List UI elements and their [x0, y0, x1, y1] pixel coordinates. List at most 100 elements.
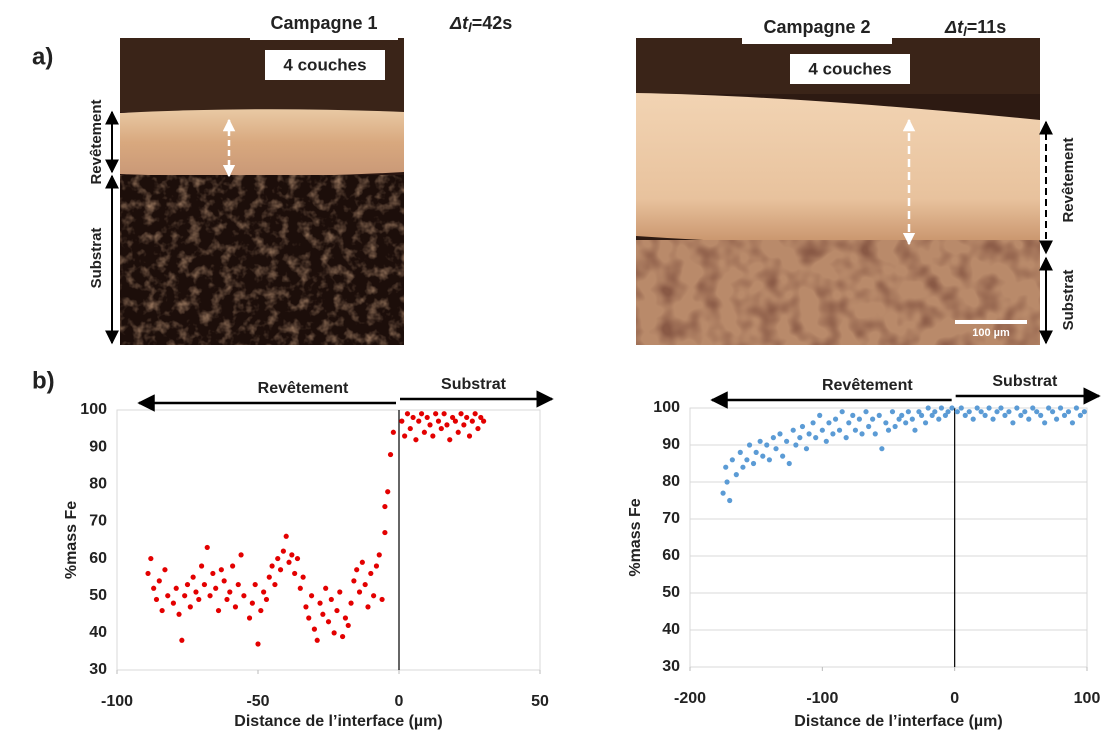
data-point — [387, 451, 394, 458]
data-point — [444, 422, 450, 428]
data-point — [263, 596, 270, 603]
data-point — [994, 409, 1000, 415]
data-point — [354, 567, 360, 573]
y-tick-label: 30 — [662, 658, 680, 675]
data-point — [780, 453, 786, 459]
data-point — [280, 548, 286, 554]
data-point — [954, 409, 960, 415]
data-point — [889, 409, 896, 415]
data-point — [184, 581, 191, 588]
data-point — [218, 567, 224, 573]
data-point — [438, 425, 444, 432]
annotation: Revêtement — [822, 377, 913, 394]
x-tick-label: -50 — [246, 693, 269, 710]
data-point — [173, 585, 179, 591]
data-point — [230, 563, 236, 569]
data-point — [799, 423, 806, 430]
y-tick-label: 100 — [80, 401, 107, 418]
micrograph-title: Campagne 1 — [270, 13, 377, 33]
data-point — [1034, 409, 1040, 415]
data-point — [729, 457, 735, 463]
data-point — [832, 416, 839, 422]
data-point — [899, 412, 905, 418]
y-tick-label: 30 — [89, 661, 107, 678]
data-point — [945, 409, 951, 415]
coating-label: Revêtement — [88, 99, 105, 184]
data-point — [740, 464, 746, 470]
data-point — [1053, 416, 1060, 422]
data-point — [982, 412, 988, 418]
data-point — [1065, 409, 1072, 415]
data-point — [986, 405, 992, 411]
panel-label: b) — [32, 367, 55, 394]
data-point — [342, 615, 349, 621]
data-point — [424, 414, 430, 421]
data-point — [1014, 405, 1020, 411]
data-point — [382, 503, 388, 510]
data-point — [744, 457, 750, 463]
data-point — [314, 637, 320, 643]
data-point — [936, 416, 942, 422]
data-point — [303, 604, 309, 610]
data-point — [942, 412, 949, 418]
data-point — [746, 442, 753, 448]
data-point — [238, 552, 244, 558]
data-point — [932, 409, 938, 415]
data-point — [201, 581, 208, 588]
data-point — [922, 420, 929, 426]
data-point — [300, 574, 306, 580]
data-point — [757, 438, 763, 444]
data-point — [823, 438, 829, 444]
y-tick-label: 100 — [653, 399, 680, 416]
data-point — [145, 570, 151, 577]
data-point — [866, 423, 872, 430]
data-point — [916, 409, 922, 415]
data-point — [1073, 405, 1080, 411]
data-point — [331, 630, 337, 636]
data-point — [320, 611, 326, 617]
annotation: Revêtement — [258, 380, 349, 397]
data-point — [373, 563, 380, 569]
data-point — [323, 585, 329, 591]
substrate-label: Substrat — [1060, 270, 1077, 331]
data-point — [810, 420, 816, 426]
data-point — [727, 497, 733, 504]
data-point — [1002, 412, 1008, 418]
scale-label: 100 µm — [972, 327, 1010, 339]
data-point — [850, 412, 856, 418]
y-tick-label: 40 — [662, 621, 680, 638]
data-point — [750, 460, 757, 467]
data-point — [1006, 409, 1012, 415]
y-tick-label: 80 — [89, 476, 107, 493]
data-point — [1042, 420, 1048, 426]
data-point — [187, 604, 193, 610]
y-axis-title: %mass Fe — [627, 498, 644, 576]
data-point — [724, 479, 730, 485]
data-point — [306, 615, 312, 621]
data-point — [165, 593, 171, 599]
data-point — [153, 596, 160, 603]
data-point — [1046, 405, 1052, 411]
data-point — [461, 422, 467, 428]
data-point — [876, 412, 882, 418]
data-point — [472, 411, 478, 417]
y-tick-label: 90 — [662, 436, 680, 453]
data-point — [227, 589, 233, 595]
micrograph — [636, 38, 1040, 345]
data-point — [407, 425, 413, 432]
data-point — [777, 431, 783, 437]
data-point — [241, 593, 247, 599]
data-point — [399, 418, 405, 424]
data-point — [481, 418, 487, 424]
layer-count: 4 couches — [283, 55, 366, 74]
data-point — [970, 416, 976, 422]
data-point — [283, 533, 289, 539]
time-interval: Δtl=42s — [449, 13, 512, 36]
data-point — [215, 607, 222, 614]
data-point — [830, 431, 836, 437]
data-point — [1010, 420, 1016, 426]
data-point — [766, 457, 773, 463]
layer-count: 4 couches — [808, 59, 891, 78]
data-point — [797, 435, 803, 441]
